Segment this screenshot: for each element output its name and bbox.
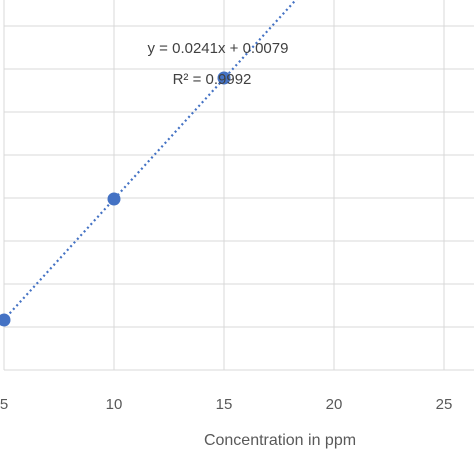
data-points [0,71,231,327]
x-tick-label-3: 20 [326,396,343,413]
trendline-path [0,0,298,326]
trendline [0,0,298,326]
x-tick-label-0: 5 [0,396,8,413]
x-tick-label-1: 10 [106,396,123,413]
trendline-r-squared: R² = 0.9992 [173,71,252,88]
data-point-0 [0,313,11,327]
x-axis-title: Concentration in ppm [204,432,356,449]
data-point-2 [217,71,231,85]
x-tick-labels: 5 10 15 20 25 [0,396,452,413]
x-tick-label-4: 25 [436,396,453,413]
trendline-equation: y = 0.0241x + 0.0079 [148,40,289,57]
x-tick-label-2: 15 [216,396,233,413]
data-point-1 [107,192,121,206]
grid [3,0,474,371]
